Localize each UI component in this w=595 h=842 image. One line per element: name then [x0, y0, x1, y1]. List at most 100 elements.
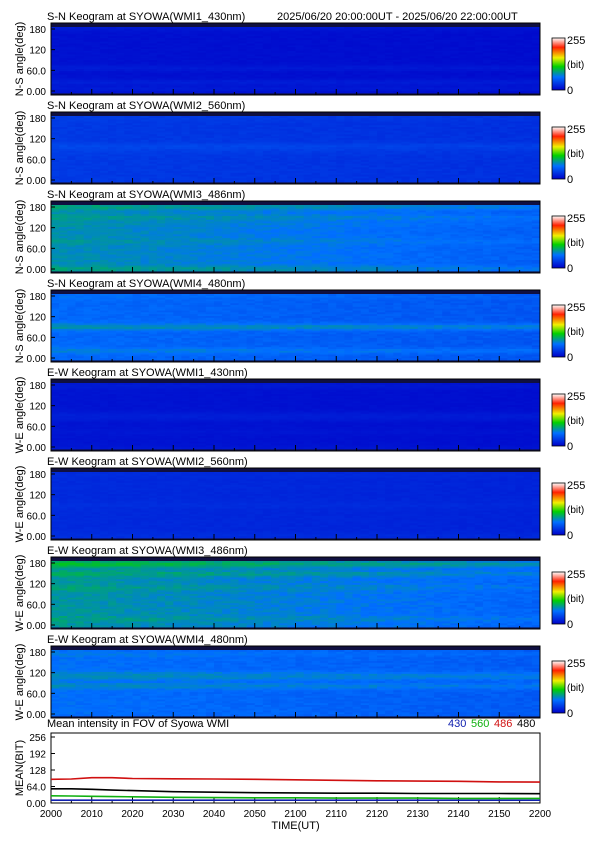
heatmap-cell: [287, 30, 296, 33]
heatmap-cell: [442, 39, 451, 43]
heatmap-cell: [59, 71, 68, 74]
heatmap-cell: [450, 47, 459, 50]
heatmap-cell: [531, 28, 541, 32]
heatmap-cell: [319, 32, 329, 35]
heatmap-cell: [132, 69, 142, 72]
heatmap-cell: [156, 65, 166, 68]
heatmap-cell: [181, 41, 190, 44]
heatmap-cell: [254, 63, 264, 66]
heatmap-cell: [491, 67, 500, 70]
heatmap-cell: [197, 54, 207, 57]
heatmap-cell: [515, 72, 525, 76]
heatmap-cell: [214, 43, 223, 46]
heatmap-cell: [116, 74, 125, 77]
heatmap-cell: [515, 52, 525, 55]
heatmap-cell: [417, 30, 427, 33]
heatmap-cell: [377, 74, 386, 77]
heatmap-cell: [246, 43, 256, 46]
heatmap-cell: [59, 43, 68, 46]
heatmap-cell: [189, 71, 199, 74]
heatmap-cell: [344, 32, 353, 35]
heatmap-cell: [450, 52, 459, 55]
heatmap-cell: [189, 32, 199, 35]
heatmap-cell: [417, 34, 427, 37]
heatmap-cell: [328, 41, 337, 44]
heatmap-cell: [442, 56, 451, 59]
heatmap-cell: [393, 74, 402, 77]
heatmap-cell: [59, 32, 68, 35]
heatmap-cell: [108, 61, 117, 65]
heatmap-cell: [140, 58, 150, 61]
heatmap-cell: [458, 39, 468, 43]
heatmap-cell: [425, 39, 435, 43]
heatmap-cell: [67, 72, 76, 76]
heatmap-cell: [156, 63, 166, 66]
heatmap-cell: [360, 76, 370, 79]
heatmap-cell: [67, 30, 76, 33]
heatmap-cell: [482, 65, 492, 68]
heatmap-cell: [352, 36, 362, 39]
heatmap-cell: [205, 54, 215, 57]
heatmap-cell: [368, 65, 378, 68]
heatmap-cell: [116, 27, 125, 30]
heatmap-cell: [377, 54, 386, 57]
heatmap-cell: [401, 34, 410, 37]
heatmap-cell: [507, 43, 516, 46]
heatmap-cell: [377, 43, 386, 46]
heatmap-cell: [352, 34, 362, 37]
heatmap-cell: [75, 45, 84, 48]
heatmap-cell: [156, 27, 166, 30]
heatmap-cell: [262, 39, 272, 43]
heatmap-cell: [83, 36, 93, 39]
heatmap-cell: [246, 67, 256, 70]
heatmap-cell: [287, 45, 296, 48]
heatmap-cell: [442, 27, 451, 30]
heatmap-cell: [51, 180, 60, 183]
heatmap-cell: [279, 43, 288, 46]
heatmap-cell: [344, 47, 353, 50]
heatmap-cell: [434, 32, 443, 35]
heatmap-cell: [303, 76, 313, 79]
heatmap-cell: [197, 58, 207, 61]
heatmap-cell: [450, 91, 459, 94]
heatmap-cell: [458, 30, 468, 33]
heatmap-cell: [189, 30, 199, 33]
heatmap-cell: [197, 56, 207, 59]
heatmap-cell: [319, 38, 329, 41]
heatmap-cell: [91, 67, 101, 70]
heatmap-cell: [197, 67, 207, 70]
heatmap-cell: [222, 54, 231, 57]
heatmap-cell: [214, 45, 223, 48]
heatmap-cell: [295, 45, 305, 48]
heatmap-cell: [197, 49, 207, 52]
heatmap-cell: [238, 47, 247, 50]
heatmap-cell: [67, 50, 76, 54]
heatmap-cell: [214, 65, 223, 68]
heatmap-cell: [393, 76, 402, 79]
heatmap-cell: [116, 38, 125, 41]
heatmap-cell: [271, 30, 280, 33]
heatmap-cell: [83, 58, 93, 61]
heatmap-cell: [515, 56, 525, 59]
heatmap-cell: [393, 52, 402, 55]
heatmap-cell: [108, 30, 117, 33]
heatmap-cell: [328, 63, 337, 66]
heatmap-cell: [91, 76, 101, 79]
heatmap-cell: [531, 49, 541, 52]
heatmap-cell: [214, 47, 223, 50]
heatmap-cell: [523, 34, 533, 37]
heatmap-cell: [262, 61, 272, 65]
heatmap-cell: [368, 34, 378, 37]
heatmap-cell: [116, 91, 125, 94]
heatmap-cell: [311, 58, 321, 61]
heatmap-cell: [499, 49, 508, 52]
heatmap-cell: [368, 43, 378, 46]
heatmap-cell: [393, 58, 402, 61]
heatmap-cell: [279, 91, 288, 94]
heatmap-cell: [197, 71, 207, 74]
heatmap-cell: [148, 76, 158, 79]
heatmap-cell: [417, 76, 427, 79]
heatmap-cell: [91, 38, 101, 41]
heatmap-cell: [385, 91, 394, 94]
heatmap-cell: [491, 56, 500, 59]
